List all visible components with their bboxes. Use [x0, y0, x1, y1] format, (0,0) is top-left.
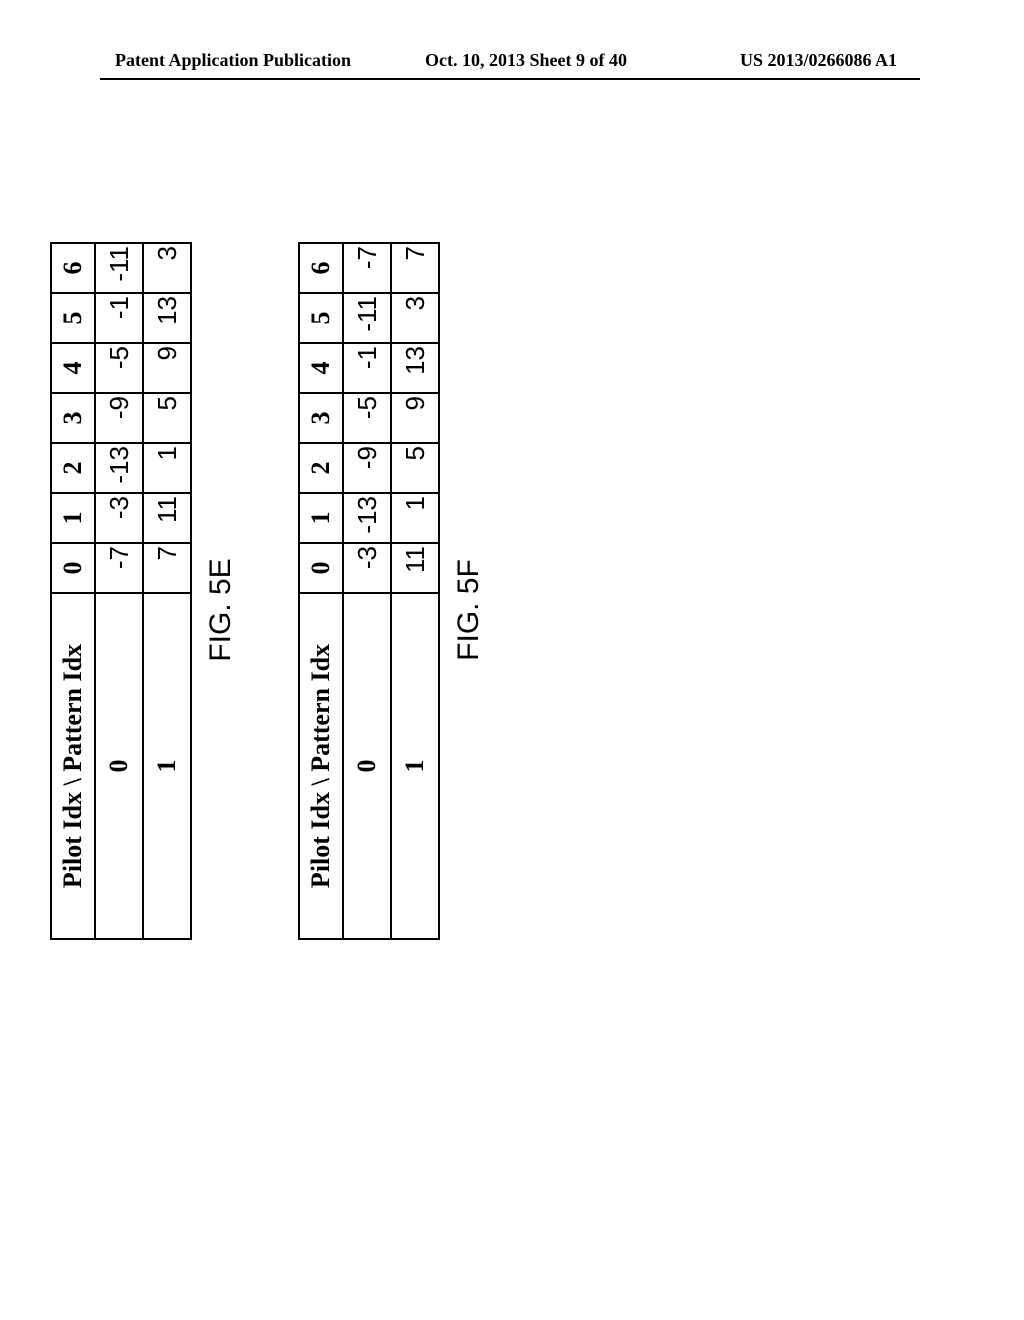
cell: 11	[391, 543, 439, 593]
row-label: 0	[95, 593, 143, 939]
cell: 3	[391, 293, 439, 343]
figure-5e: Pilot Idx \ Pattern Idx 0 1 2 3 4 5 6 0 …	[50, 140, 238, 940]
table-5f: Pilot Idx \ Pattern Idx 0 1 2 3 4 5 6 0 …	[298, 242, 440, 940]
col-head: 2	[299, 443, 343, 493]
cell: -11	[95, 243, 143, 293]
cell: 13	[143, 293, 191, 343]
col-head: 4	[51, 343, 95, 393]
cell: -13	[95, 443, 143, 493]
col-head: 1	[51, 493, 95, 543]
cell: 7	[143, 543, 191, 593]
cell: 7	[391, 243, 439, 293]
header-right: US 2013/0266086 A1	[740, 50, 897, 71]
cell: -13	[343, 493, 391, 543]
cell: -9	[343, 443, 391, 493]
table-5e: Pilot Idx \ Pattern Idx 0 1 2 3 4 5 6 0 …	[50, 242, 192, 940]
cell: 13	[391, 343, 439, 393]
cell: -5	[343, 393, 391, 443]
cell: 1	[143, 443, 191, 493]
corner-label: Pilot Idx \ Pattern Idx	[51, 593, 95, 939]
col-head: 6	[51, 243, 95, 293]
cell: 1	[391, 493, 439, 543]
cell: -5	[95, 343, 143, 393]
row-label: 0	[343, 593, 391, 939]
row-label: 1	[143, 593, 191, 939]
cell: -9	[95, 393, 143, 443]
header-left: Patent Application Publication	[115, 50, 351, 71]
cell: -3	[95, 493, 143, 543]
col-head: 3	[51, 393, 95, 443]
cell: 11	[143, 493, 191, 543]
cell: 5	[143, 393, 191, 443]
figure-area: Pilot Idx \ Pattern Idx 0 1 2 3 4 5 6 0 …	[50, 140, 546, 940]
cell: -7	[343, 243, 391, 293]
col-head: 0	[51, 543, 95, 593]
col-head: 6	[299, 243, 343, 293]
cell: -3	[343, 543, 391, 593]
header-center: Oct. 10, 2013 Sheet 9 of 40	[425, 50, 627, 71]
header-rule	[100, 78, 920, 80]
corner-label: Pilot Idx \ Pattern Idx	[299, 593, 343, 939]
col-head: 5	[51, 293, 95, 343]
figure-caption: FIG. 5F	[452, 280, 486, 940]
col-head: 3	[299, 393, 343, 443]
col-head: 2	[51, 443, 95, 493]
cell: -1	[95, 293, 143, 343]
cell: 3	[143, 243, 191, 293]
figure-5f: Pilot Idx \ Pattern Idx 0 1 2 3 4 5 6 0 …	[298, 140, 486, 940]
col-head: 0	[299, 543, 343, 593]
col-head: 5	[299, 293, 343, 343]
figure-caption: FIG. 5E	[204, 280, 238, 940]
col-head: 4	[299, 343, 343, 393]
cell: 9	[143, 343, 191, 393]
col-head: 1	[299, 493, 343, 543]
row-label: 1	[391, 593, 439, 939]
cell: -1	[343, 343, 391, 393]
cell: -11	[343, 293, 391, 343]
cell: 5	[391, 443, 439, 493]
cell: -7	[95, 543, 143, 593]
cell: 9	[391, 393, 439, 443]
